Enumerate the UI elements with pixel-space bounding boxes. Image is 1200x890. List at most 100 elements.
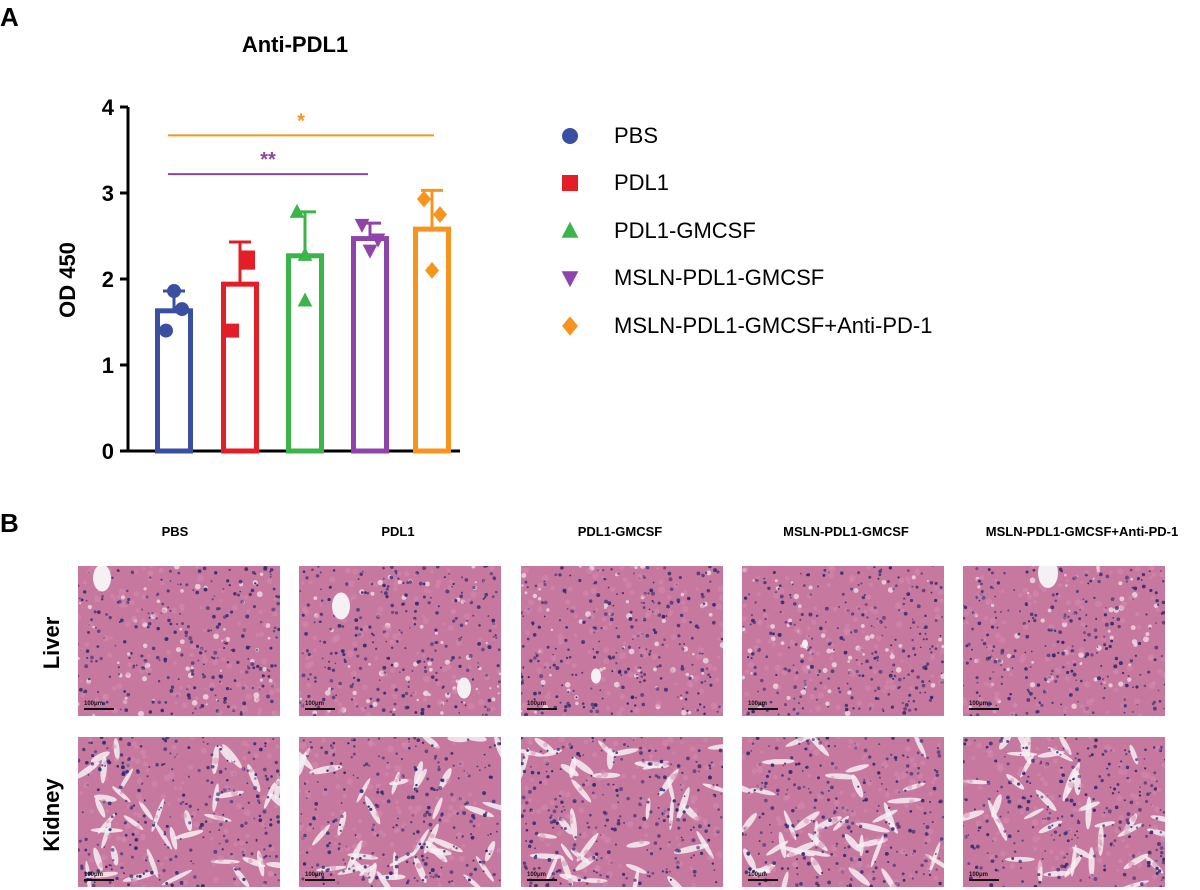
y-axis-label: OD 450 <box>55 242 80 318</box>
legend: PBS PDL1 PDL1-GMCSF MSLN-PDL1-GMCSF MSLN-PDL… <box>560 112 932 350</box>
bar <box>286 253 324 454</box>
data-point <box>362 244 378 259</box>
data-point <box>433 206 447 223</box>
scale-bar: 100μm <box>84 701 114 710</box>
data-point <box>417 190 431 208</box>
scale-bar: 100μm <box>305 872 335 881</box>
scale-bar-label: 100μm <box>748 872 768 878</box>
data-point <box>159 323 173 338</box>
kidney-section-image: 100μm <box>521 737 723 887</box>
scale-bar: 100μm <box>748 701 778 710</box>
scale-bar: 100μm <box>84 872 114 881</box>
legend-marker-icon <box>562 175 578 192</box>
y-tick-label: 4 <box>102 95 115 120</box>
scale-bar: 100μm <box>305 701 335 710</box>
y-tick-label: 3 <box>102 181 114 206</box>
scale-bar-line <box>305 708 335 710</box>
liver-section-image: 100μm <box>521 566 723 716</box>
significance-brackets: *** <box>168 110 434 176</box>
legend-marker-icon <box>562 127 578 144</box>
data-point <box>241 255 255 270</box>
scale-bar: 100μm <box>969 872 999 881</box>
kidney-section-image: 100μm <box>742 737 944 887</box>
liver-section-image: 100μm <box>78 566 280 716</box>
scale-bar-label: 100μm <box>969 701 989 707</box>
legend-marker-icon <box>561 221 579 238</box>
scale-bar-label: 100μm <box>748 701 768 707</box>
scale-bar-label: 100μm <box>305 872 325 878</box>
kidney-section-image: 100μm <box>963 737 1165 887</box>
scale-bar-label: 100μm <box>84 701 104 707</box>
panel-a-label: A <box>0 2 19 32</box>
legend-label: PBS <box>614 122 659 148</box>
kidney-section-image: 100μm <box>78 737 280 887</box>
y-tick-label: 0 <box>102 439 114 464</box>
y-tick-label: 2 <box>102 267 114 292</box>
scale-bar-line <box>527 708 557 710</box>
liver-section-image: 100μm <box>963 566 1165 716</box>
scale-bar-line <box>527 879 557 881</box>
legend-item: PBS <box>560 112 932 160</box>
legend-label: MSLN-PDL1-GMCSF+Anti-PD-1 <box>614 312 933 338</box>
scale-bar-line <box>84 879 114 881</box>
legend-marker <box>561 221 579 238</box>
histology-column-header: MSLN-PDL1-GMCSF <box>783 524 909 539</box>
data-point <box>425 262 439 279</box>
data-point <box>370 233 386 248</box>
scale-bar: 100μm <box>527 872 557 881</box>
scale-bar-line <box>748 708 778 710</box>
legend-label: PDL1 <box>614 170 670 196</box>
legend-marker <box>561 271 579 288</box>
liver-section-image: 100μm <box>742 566 944 716</box>
legend-item: PDL1-GMCSF <box>560 207 932 255</box>
chart-title: Anti-PDL1 <box>242 32 348 57</box>
legend-marker <box>562 127 578 144</box>
legend-marker-icon <box>561 271 579 288</box>
liver-section-image: 100μm <box>299 566 501 716</box>
scale-bar-line <box>748 879 778 881</box>
bar <box>155 308 193 454</box>
kidney-section-image: 100μm <box>299 737 501 887</box>
histology-column-header: PBS <box>161 524 189 539</box>
scale-bar-line <box>305 879 335 881</box>
scale-bar: 100μm <box>969 701 999 710</box>
scale-bar: 100μm <box>748 872 778 881</box>
scale-bar-label: 100μm <box>527 701 547 707</box>
data-point <box>297 292 313 307</box>
data-point <box>297 246 313 261</box>
histology-column-header: PDL1-GMCSF <box>577 524 663 539</box>
scale-bar-label: 100μm <box>527 872 547 878</box>
bars <box>155 188 451 454</box>
data-point <box>175 302 189 317</box>
data-point <box>225 323 239 338</box>
legend-marker <box>562 316 578 336</box>
histology-column-header: MSLN-PDL1-GMCSF+Anti-PD-1 <box>985 524 1179 539</box>
legend-label: MSLN-PDL1-GMCSF <box>614 265 825 291</box>
bar <box>221 281 259 454</box>
histology-column-header: PDL1 <box>381 524 415 539</box>
scale-bar-label: 100μm <box>305 701 325 707</box>
scale-bar-line <box>84 708 114 710</box>
legend-label: PDL1-GMCSF <box>614 217 756 243</box>
legend-item: MSLN-PDL1-GMCSF+Anti-PD-1 <box>560 302 932 350</box>
legend-marker-icon <box>562 316 578 336</box>
legend-item: MSLN-PDL1-GMCSF <box>560 255 932 303</box>
data-point <box>289 203 305 218</box>
scale-bar-label: 100μm <box>969 872 989 878</box>
panel-b-label: B <box>0 508 19 538</box>
y-tick-label: 1 <box>102 353 114 378</box>
legend-marker <box>562 175 578 192</box>
legend-item: PDL1 <box>560 160 932 208</box>
significance-label: ** <box>260 149 276 171</box>
scale-bar: 100μm <box>527 701 557 710</box>
histology-row-label: Kidney <box>39 778 64 852</box>
histology-row-label: Liver <box>39 616 64 670</box>
significance-label: * <box>297 110 305 132</box>
bar <box>351 236 389 454</box>
scale-bar-label: 100μm <box>84 872 104 878</box>
data-point <box>167 284 181 299</box>
scale-bar-line <box>969 879 999 881</box>
data-point <box>354 218 370 233</box>
scale-bar-line <box>969 708 999 710</box>
